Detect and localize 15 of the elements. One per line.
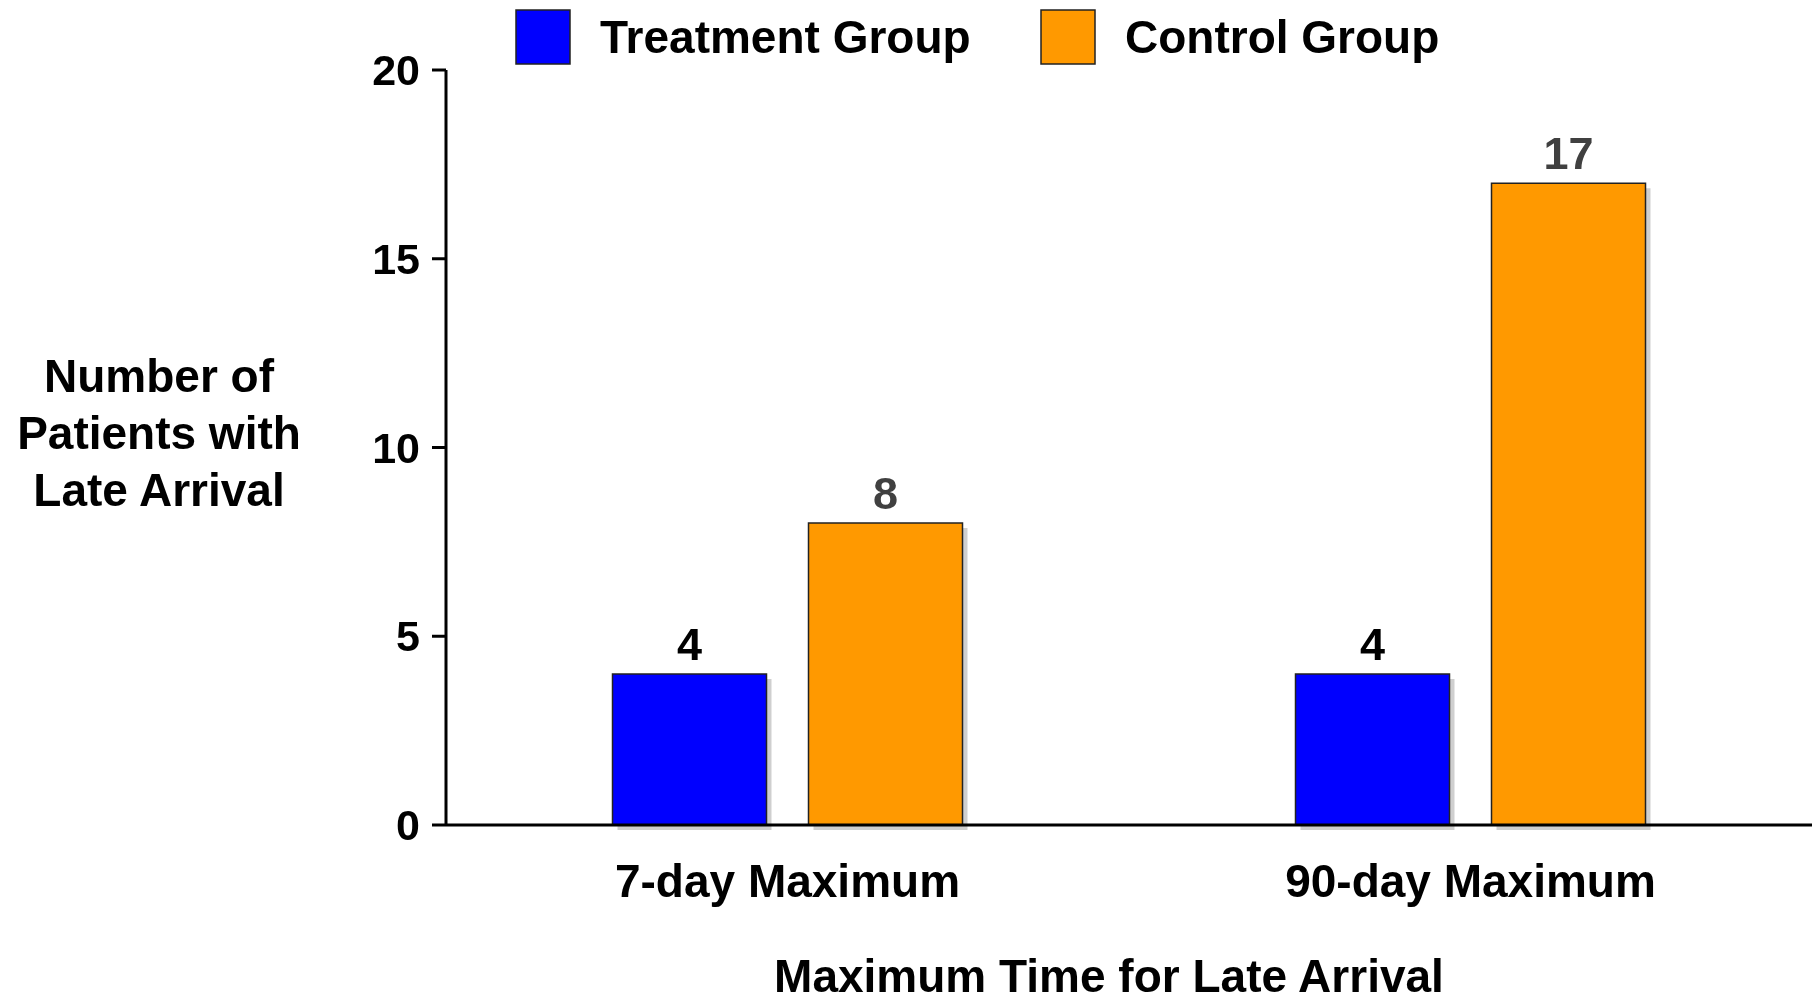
data-label: 8	[872, 468, 899, 519]
y-tick-label: 0	[396, 801, 420, 850]
y-tick-label: 5	[396, 612, 420, 661]
x-axis-title: Maximum Time for Late Arrival	[774, 950, 1444, 1002]
y-axis-title: Number of Patients with Late Arrival	[17, 350, 301, 516]
legend-label: Control Group	[1125, 11, 1440, 64]
y-tick-label: 20	[372, 46, 420, 95]
data-label: 4	[676, 619, 703, 670]
data-label: 4	[1359, 619, 1386, 670]
y-tick-label: 10	[372, 423, 420, 472]
y-tick-label: 15	[372, 234, 420, 283]
x-tick-label: 90-day Maximum	[1285, 855, 1656, 907]
data-label: 17	[1543, 128, 1594, 180]
legend-label: Treatment Group	[600, 11, 971, 64]
x-tick-label: 7-day Maximum	[614, 855, 961, 907]
